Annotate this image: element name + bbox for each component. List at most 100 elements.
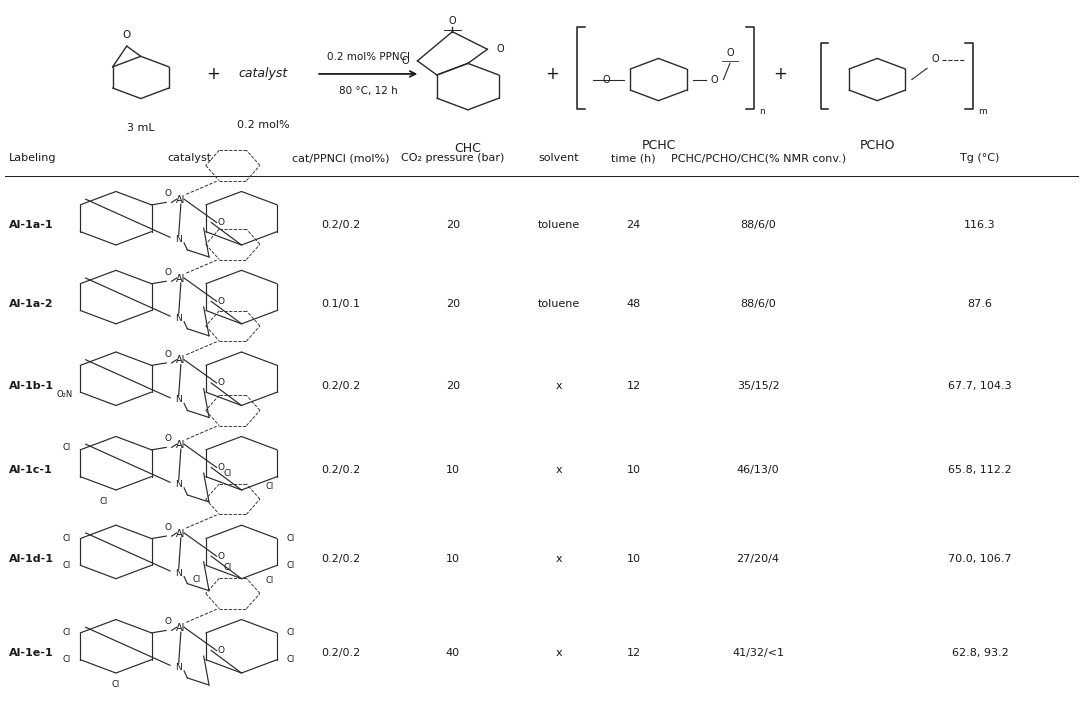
Text: Cl: Cl [62,561,70,570]
Text: Al-1d-1: Al-1d-1 [9,554,54,564]
Text: 20: 20 [445,381,460,391]
Text: 88/6/0: 88/6/0 [740,220,777,230]
Text: O: O [165,350,172,358]
Text: Cl: Cl [62,534,70,543]
Text: O: O [218,379,224,387]
Text: O: O [218,646,224,655]
Text: O: O [448,16,456,26]
Text: solvent: solvent [538,153,579,163]
Text: PCHC: PCHC [641,139,676,152]
Text: Al: Al [177,195,185,205]
Text: O: O [218,297,224,306]
Text: O: O [931,54,940,64]
Text: +: + [207,65,220,83]
Text: Al: Al [177,274,185,284]
Text: 0.2/0.2: 0.2/0.2 [322,648,361,658]
Text: Al-1b-1: Al-1b-1 [9,381,54,391]
Text: 0.2 mol% PPNCl: 0.2 mol% PPNCl [327,52,409,62]
Text: 12: 12 [626,648,641,658]
Text: Cl: Cl [223,563,232,572]
Text: catalyst: catalyst [168,153,211,163]
Text: x: x [556,554,562,564]
Text: time (h): time (h) [611,153,656,163]
Text: 3 mL: 3 mL [127,123,155,133]
Text: Al: Al [177,440,185,450]
Text: 116.3: 116.3 [964,220,996,230]
Text: 46/13/0: 46/13/0 [736,465,780,475]
Text: Al-1c-1: Al-1c-1 [9,465,52,475]
Text: O: O [218,552,224,560]
Text: 0.2/0.2: 0.2/0.2 [322,465,361,475]
Text: CO₂ pressure (bar): CO₂ pressure (bar) [401,153,505,163]
Text: x: x [556,381,562,391]
Text: Cl: Cl [112,680,120,689]
Text: Cl: Cl [265,482,274,491]
Text: 20: 20 [445,220,460,230]
Text: Cl: Cl [265,576,274,585]
Text: 48: 48 [626,299,641,309]
Text: O: O [726,48,734,58]
Text: n: n [759,107,765,116]
Text: Al-1e-1: Al-1e-1 [9,648,53,658]
Text: 70.0, 106.7: 70.0, 106.7 [949,554,1012,564]
Text: O: O [710,75,719,84]
Text: Cl: Cl [192,575,200,584]
Text: Al: Al [177,529,185,539]
Text: O: O [165,617,172,627]
Text: Al-1a-1: Al-1a-1 [9,220,53,230]
Text: Cl: Cl [287,655,296,664]
Text: CHC: CHC [455,142,481,154]
Text: Al-1a-2: Al-1a-2 [9,299,53,309]
Text: cat/PPNCl (mol%): cat/PPNCl (mol%) [292,153,390,163]
Text: 10: 10 [446,554,459,564]
Text: N: N [175,480,182,489]
Text: Al: Al [177,623,185,633]
Text: O: O [218,463,224,472]
Text: catalyst: catalyst [238,68,288,80]
Text: Cl: Cl [287,629,296,637]
Text: Cl: Cl [62,629,70,637]
Text: Cl: Cl [223,469,232,478]
Text: x: x [556,465,562,475]
Text: O: O [218,218,224,227]
Text: O: O [165,189,172,198]
Text: N: N [175,314,182,322]
Text: 65.8, 112.2: 65.8, 112.2 [949,465,1012,475]
Text: Labeling: Labeling [9,153,56,163]
Text: Tg (°C): Tg (°C) [961,153,1000,163]
Text: +: + [546,65,559,83]
Text: 24: 24 [626,220,641,230]
Text: O: O [122,30,131,40]
Text: 0.1/0.1: 0.1/0.1 [322,299,361,309]
Text: 0.2/0.2: 0.2/0.2 [322,220,361,230]
Text: 10: 10 [446,465,459,475]
Text: toluene: toluene [537,220,580,230]
Text: 62.8, 93.2: 62.8, 93.2 [952,648,1008,658]
Text: +: + [773,65,786,83]
Text: 10: 10 [627,554,640,564]
Text: 0.2/0.2: 0.2/0.2 [322,554,361,564]
Text: N: N [175,235,182,244]
Text: Cl: Cl [62,443,70,452]
Text: 0.2/0.2: 0.2/0.2 [322,381,361,391]
Text: 80 °C, 12 h: 80 °C, 12 h [339,86,397,96]
Text: N: N [175,663,182,672]
Text: O: O [602,75,611,84]
Text: Cl: Cl [62,655,70,664]
Text: Cl: Cl [287,534,296,543]
Text: N: N [175,569,182,577]
Text: 87.6: 87.6 [968,299,992,309]
Text: 12: 12 [626,381,641,391]
Text: 67.7, 104.3: 67.7, 104.3 [949,381,1012,391]
Text: x: x [556,648,562,658]
Text: O: O [401,56,408,66]
Text: 40: 40 [445,648,460,658]
Text: 27/20/4: 27/20/4 [736,554,780,564]
Text: m: m [978,107,987,116]
Text: 10: 10 [627,465,640,475]
Text: Cl: Cl [100,497,107,506]
Text: 20: 20 [445,299,460,309]
Text: PCHO: PCHO [860,139,895,152]
Text: N: N [175,396,182,404]
Text: 0.2 mol%: 0.2 mol% [237,120,289,130]
